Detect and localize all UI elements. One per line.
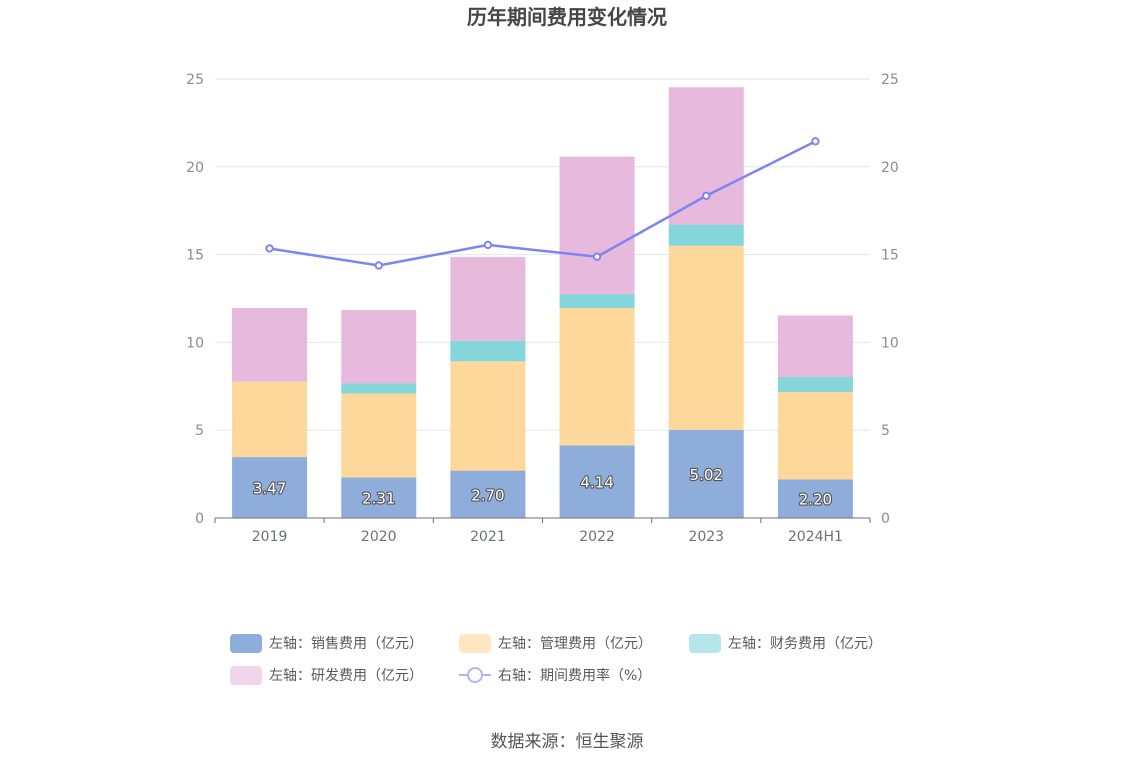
bar-segment[interactable] <box>777 315 853 377</box>
legend-swatch[interactable] <box>230 666 262 685</box>
bar-segment[interactable] <box>450 257 526 341</box>
bar-segment[interactable] <box>232 457 308 518</box>
bar-segment[interactable] <box>450 340 526 362</box>
x-axis-category-label: 2021 <box>470 529 506 545</box>
x-axis-category-label: 2023 <box>688 529 724 545</box>
right-axis-tick-label: 15 <box>881 248 899 264</box>
x-axis-category-label: 2020 <box>361 529 397 545</box>
bar-data-label: 4.14 <box>580 474 613 492</box>
bar-segment[interactable] <box>341 310 417 384</box>
bar-segment[interactable] <box>559 445 635 518</box>
legend-swatch[interactable] <box>689 634 721 653</box>
bar-data-label: 2.31 <box>362 490 395 508</box>
left-axis-tick-label: 5 <box>195 423 204 439</box>
legend-swatch[interactable] <box>459 634 491 653</box>
bar-segment[interactable] <box>668 429 744 518</box>
bar-segment[interactable] <box>341 477 417 518</box>
bar-segment[interactable] <box>668 224 744 246</box>
line-point[interactable] <box>811 137 820 146</box>
grid <box>215 78 870 431</box>
bar-data-label: 2.70 <box>471 486 504 504</box>
legend-label[interactable]: 左轴：财务费用（亿元） <box>728 636 882 652</box>
x-axis-category-label: 2022 <box>579 529 615 545</box>
line-point[interactable] <box>265 244 274 253</box>
legend-label[interactable]: 右轴：期间费用率（%） <box>498 667 651 684</box>
legend-label[interactable]: 左轴：研发费用（亿元） <box>269 668 423 684</box>
bar-segment[interactable] <box>777 376 853 392</box>
right-axis-tick-label: 10 <box>881 335 899 351</box>
left-axis-tick-label: 15 <box>186 248 204 264</box>
bar-segment[interactable] <box>341 393 417 478</box>
right-axis-tick-label: 5 <box>881 423 890 439</box>
bar-segment[interactable] <box>232 307 308 382</box>
legend-swatch[interactable] <box>230 634 262 653</box>
left-axis-tick-label: 20 <box>186 160 204 176</box>
bar-segment[interactable] <box>232 381 308 458</box>
legend: 左轴：销售费用（亿元） 左轴：管理费用（亿元） 左轴：财务费用（亿元） 左轴：研发费用… <box>230 634 882 685</box>
bar-segment[interactable] <box>777 479 853 518</box>
bar-segment[interactable] <box>450 361 526 471</box>
right-axis-tick-label: 20 <box>881 160 899 176</box>
bar-data-label: 5.02 <box>690 466 723 484</box>
bar-segment[interactable] <box>668 245 744 430</box>
x-axis-category-label: 2019 <box>252 529 288 545</box>
bars: 3.47 2.31 2.70 4.14 5.02 2.20 <box>232 87 853 518</box>
right-axis-tick-label: 25 <box>881 72 899 88</box>
line-point[interactable] <box>592 252 602 261</box>
line-path <box>269 140 816 267</box>
line-series <box>265 137 820 270</box>
left-axis-tick-label: 0 <box>195 511 204 527</box>
bar-segment[interactable] <box>559 307 635 446</box>
left-axis-tick-label: 10 <box>186 335 204 351</box>
right-axis-tick-label: 0 <box>881 511 890 527</box>
bar-data-label: 2.20 <box>799 491 832 509</box>
bar-data-label: 3.47 <box>253 480 286 498</box>
bar-segment[interactable] <box>559 294 635 308</box>
source-note: 数据来源：恒生聚源 <box>491 732 644 752</box>
chart-title: 历年期间费用变化情况 <box>467 5 667 29</box>
bar-segment[interactable] <box>559 156 635 295</box>
legend-label[interactable]: 左轴：销售费用（亿元） <box>269 636 423 652</box>
left-axis-tick-label: 25 <box>186 72 204 88</box>
x-axis-category-label: 2024H1 <box>788 529 843 545</box>
axes: 0 5 10 15 20 25 0 5 10 15 20 25 2019 2020 2021 2022 2023… <box>186 72 899 545</box>
line-point[interactable] <box>374 261 383 270</box>
line-point[interactable] <box>483 240 493 250</box>
bar-segment[interactable] <box>341 383 417 394</box>
legend-label[interactable]: 左轴：管理费用（亿元） <box>498 636 652 652</box>
bar-segment[interactable] <box>450 470 526 518</box>
bar-segment[interactable] <box>668 87 744 225</box>
line-point[interactable] <box>702 191 711 200</box>
legend-marker[interactable] <box>467 667 483 683</box>
bar-segment[interactable] <box>777 391 853 480</box>
